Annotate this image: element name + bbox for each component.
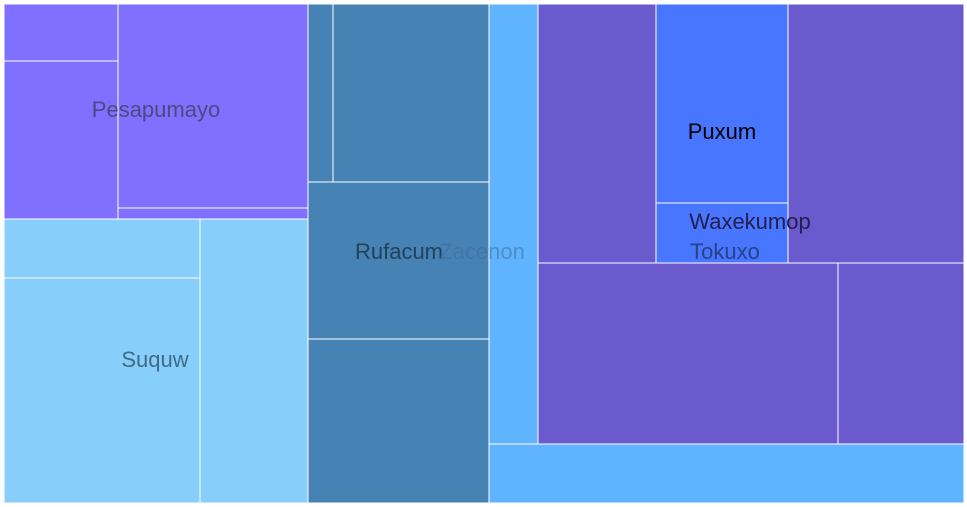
treemap-label-pesapumayo: Pesapumayo — [92, 97, 220, 122]
treemap-cell-suquw-2[interactable] — [3, 277, 201, 504]
treemap-cell-puxum-1[interactable] — [655, 3, 789, 204]
treemap-cell-rufacum-4[interactable] — [307, 338, 490, 504]
treemap-cell-pesapumayo-3[interactable] — [117, 3, 309, 209]
treemap-label-tokuxo: Tokuxo — [690, 239, 760, 264]
treemap-label-waxekumop: Waxekumop — [689, 209, 810, 234]
treemap-cell-waxekumop-3[interactable] — [537, 262, 839, 445]
treemap-label-suquw: Suquw — [121, 347, 188, 372]
treemap-cell-rufacum-1[interactable] — [307, 3, 334, 183]
treemap-label-puxum: Puxum — [688, 119, 756, 144]
treemap-cell-zacenon-1[interactable] — [488, 3, 539, 445]
treemap-cell-waxekumop-4[interactable] — [837, 262, 965, 445]
treemap-cell-rufacum-3[interactable] — [307, 181, 490, 340]
treemap-cell-suquw-1[interactable] — [3, 218, 201, 279]
treemap-cells — [3, 3, 965, 504]
treemap-cell-rufacum-2[interactable] — [332, 3, 490, 183]
treemap-cell-pesapumayo-2[interactable] — [3, 60, 119, 220]
treemap-cell-waxekumop-1[interactable] — [537, 3, 657, 264]
treemap-cell-zacenon-2[interactable] — [488, 443, 965, 504]
treemap-cell-suquw-3[interactable] — [199, 218, 309, 504]
treemap-cell-waxekumop-2[interactable] — [787, 3, 965, 264]
treemap-cell-tokuxo-1[interactable] — [655, 202, 789, 264]
treemap-cell-pesapumayo-4[interactable] — [117, 207, 309, 220]
treemap-label-zacenon: Zacenon — [439, 239, 525, 264]
treemap-cell-pesapumayo-1[interactable] — [3, 3, 119, 62]
treemap-label-rufacum: Rufacum — [355, 239, 443, 264]
